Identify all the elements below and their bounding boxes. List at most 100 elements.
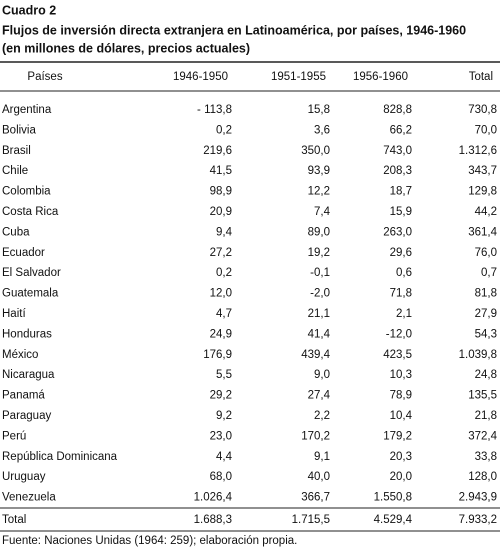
cell: 361,4 bbox=[468, 226, 497, 238]
row-label: Paraguay bbox=[2, 410, 51, 422]
column-header: Países bbox=[27, 71, 62, 83]
cell: 7,4 bbox=[314, 206, 331, 218]
row-label: Perú bbox=[2, 430, 26, 442]
row-label: Honduras bbox=[2, 328, 52, 340]
cell: 9,4 bbox=[216, 226, 233, 238]
cell: 20,9 bbox=[210, 206, 232, 218]
total-cell: 1.688,3 bbox=[194, 514, 232, 526]
cell: 0,6 bbox=[396, 267, 412, 279]
row-label: Bolivia bbox=[2, 124, 36, 136]
total-cell: 1.715,5 bbox=[292, 514, 330, 526]
cell: 1.026,4 bbox=[194, 492, 233, 504]
cell: 71,8 bbox=[390, 288, 412, 300]
cell: 27,9 bbox=[475, 308, 497, 320]
column-header: 1951-1955 bbox=[271, 71, 326, 83]
cell: 423,5 bbox=[383, 349, 412, 361]
cell: 78,9 bbox=[390, 390, 412, 402]
cell: 27,4 bbox=[308, 390, 331, 402]
table-subtitle: (en millones de dólares, precios actuale… bbox=[2, 41, 250, 55]
total-cell: 7.933,2 bbox=[459, 514, 497, 526]
cell: 0,2 bbox=[216, 267, 232, 279]
cell: 372,4 bbox=[468, 430, 497, 442]
cell: 44,2 bbox=[475, 206, 497, 218]
row-label: Guatemala bbox=[2, 288, 59, 300]
cell: 98,9 bbox=[210, 186, 232, 198]
cell: 24,8 bbox=[475, 369, 497, 381]
cell: 19,2 bbox=[308, 247, 330, 259]
cell: 350,0 bbox=[301, 145, 330, 157]
cell: 208,3 bbox=[383, 165, 412, 177]
cell: 135,5 bbox=[468, 390, 497, 402]
cell: 81,8 bbox=[475, 288, 497, 300]
cell: 730,8 bbox=[468, 104, 497, 116]
cell: 12,0 bbox=[210, 288, 232, 300]
cell: 263,0 bbox=[383, 226, 412, 238]
cell: 21,1 bbox=[308, 308, 330, 320]
cell: 89,0 bbox=[308, 226, 330, 238]
cell: 40,0 bbox=[308, 471, 330, 483]
cell: 15,8 bbox=[308, 104, 330, 116]
cell: - 113,8 bbox=[197, 104, 232, 116]
row-label: Chile bbox=[2, 165, 28, 177]
cell: 9,0 bbox=[314, 369, 330, 381]
cell: 20,3 bbox=[390, 451, 412, 463]
cell: 0,2 bbox=[216, 124, 232, 136]
cell: 41,4 bbox=[308, 328, 331, 340]
cell: -12,0 bbox=[386, 328, 412, 340]
row-label: Costa Rica bbox=[2, 206, 59, 218]
cell: 66,2 bbox=[390, 124, 412, 136]
cell: 1.039,8 bbox=[459, 349, 497, 361]
cell: 29,2 bbox=[210, 390, 232, 402]
cell: 10,4 bbox=[390, 410, 413, 422]
column-header: 1946-1950 bbox=[173, 71, 228, 83]
cell: -2,0 bbox=[310, 288, 330, 300]
cell: 128,0 bbox=[468, 471, 497, 483]
cell: 70,0 bbox=[475, 124, 497, 136]
row-label: Colombia bbox=[2, 186, 51, 198]
cell: 27,2 bbox=[210, 247, 232, 259]
source: Fuente: Naciones Unidas (1964: 259); ela… bbox=[2, 535, 297, 547]
column-header: Total bbox=[469, 71, 493, 83]
cell: 21,8 bbox=[475, 410, 497, 422]
row-label: República Dominicana bbox=[2, 451, 118, 463]
cell: 179,2 bbox=[383, 430, 412, 442]
cell: 219,6 bbox=[203, 145, 232, 157]
cell: 9,2 bbox=[216, 410, 232, 422]
cell: 4,4 bbox=[216, 451, 233, 463]
cell: 343,7 bbox=[468, 165, 497, 177]
cell: 93,9 bbox=[308, 165, 330, 177]
cell: 15,9 bbox=[390, 206, 412, 218]
row-label: Haití bbox=[2, 308, 26, 320]
total-cell: 4.529,4 bbox=[374, 514, 413, 526]
cell: 2.943,9 bbox=[459, 492, 497, 504]
row-label: Nicaragua bbox=[2, 369, 55, 381]
cell: 1.550,8 bbox=[374, 492, 412, 504]
row-label: Panamá bbox=[2, 390, 45, 402]
cell: 9,1 bbox=[314, 451, 330, 463]
cell: 2,1 bbox=[396, 308, 412, 320]
cell: 18,7 bbox=[390, 186, 412, 198]
column-header: 1956-1960 bbox=[353, 71, 408, 83]
cell: -0,1 bbox=[310, 267, 330, 279]
cell: 24,9 bbox=[210, 328, 232, 340]
total-label: Total bbox=[2, 514, 26, 526]
cell: 5,5 bbox=[216, 369, 232, 381]
cell: 10,3 bbox=[390, 369, 412, 381]
row-label: Brasil bbox=[2, 145, 31, 157]
cell: 743,0 bbox=[383, 145, 412, 157]
row-label: Argentina bbox=[2, 104, 52, 116]
cell: 366,7 bbox=[301, 492, 330, 504]
cell: 0,7 bbox=[481, 267, 497, 279]
cell: 68,0 bbox=[210, 471, 232, 483]
cell: 129,8 bbox=[468, 186, 497, 198]
row-label: Venezuela bbox=[2, 492, 56, 504]
cell: 54,3 bbox=[475, 328, 497, 340]
row-label: Ecuador bbox=[2, 247, 45, 259]
cell: 23,0 bbox=[210, 430, 232, 442]
cell: 176,9 bbox=[203, 349, 232, 361]
cell: 170,2 bbox=[301, 430, 330, 442]
cell: 1.312,6 bbox=[459, 145, 497, 157]
row-label: México bbox=[2, 349, 38, 361]
cell: 828,8 bbox=[383, 104, 412, 116]
